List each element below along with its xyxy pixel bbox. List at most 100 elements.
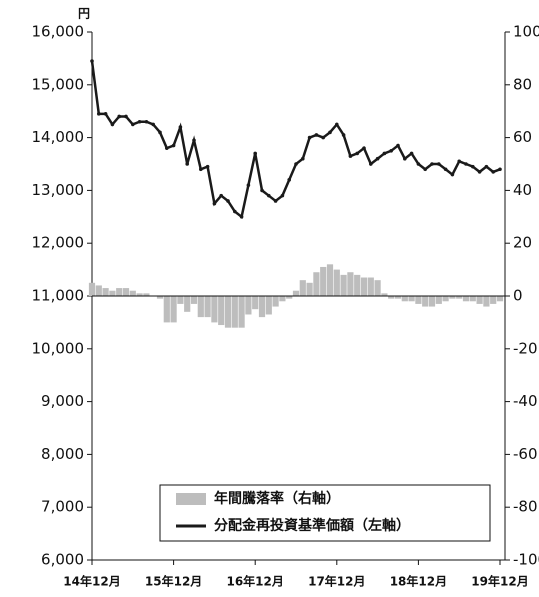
point [382, 151, 387, 156]
bar [333, 269, 340, 296]
point [369, 162, 373, 166]
bar [422, 296, 429, 307]
bar [109, 290, 116, 296]
point [205, 164, 210, 169]
point [246, 183, 251, 187]
point [471, 164, 475, 169]
bar [469, 296, 476, 302]
bar [292, 290, 300, 296]
point [450, 172, 455, 177]
point [212, 201, 217, 206]
bar [360, 277, 368, 296]
bar [462, 296, 470, 302]
point [294, 162, 298, 166]
bar [156, 296, 164, 299]
y2-tick-label: -100 [513, 551, 539, 569]
bar [197, 296, 204, 318]
point [260, 188, 264, 193]
point [144, 119, 149, 124]
line [90, 60, 501, 220]
bar [347, 272, 354, 296]
point [498, 167, 502, 172]
point [416, 162, 421, 166]
bar [88, 282, 96, 296]
bar [320, 266, 327, 296]
x-tick-label: 18年12月 [390, 574, 447, 589]
y2-tick-label: -20 [513, 339, 538, 357]
point [267, 193, 271, 198]
x-tick-label: 15年12月 [145, 574, 202, 589]
point [117, 114, 121, 119]
point [171, 143, 176, 148]
legend-label: 分配金再投資基準価額（左軸） [214, 517, 410, 534]
y2-tick-label: -40 [513, 392, 538, 410]
point [110, 122, 115, 127]
point [185, 162, 189, 166]
bar [170, 296, 177, 323]
point [423, 167, 428, 172]
x-tick-label: 14年12月 [63, 574, 120, 589]
point [321, 135, 326, 140]
y-tick-label: 11,000 [32, 287, 85, 305]
point [328, 130, 332, 135]
bar [224, 296, 232, 328]
point [341, 133, 346, 137]
point [131, 122, 135, 127]
point [280, 193, 285, 198]
bar [326, 264, 334, 296]
y-tick-label: 12,000 [32, 234, 85, 252]
point [335, 122, 339, 127]
bar [456, 296, 463, 299]
bar [163, 296, 170, 323]
point [430, 162, 434, 166]
y-tick-label: 7,000 [41, 498, 84, 516]
point [389, 149, 394, 153]
bar [313, 272, 320, 296]
y2-tick-label: 40 [513, 181, 532, 199]
bar [129, 290, 136, 296]
bar [306, 282, 313, 296]
bar [449, 296, 456, 299]
y-tick-label: 15,000 [32, 75, 85, 93]
bar [374, 280, 381, 296]
bar [299, 280, 306, 296]
bar [231, 296, 238, 328]
bar [428, 296, 436, 307]
y2-tick-label: 80 [513, 75, 532, 93]
point [362, 146, 366, 150]
point [457, 159, 462, 164]
point [375, 156, 380, 161]
point [158, 130, 162, 135]
point [199, 167, 203, 172]
point [273, 199, 278, 203]
bar [279, 296, 286, 302]
x-tick-label: 16年12月 [226, 574, 283, 589]
point [97, 112, 101, 116]
bar [272, 296, 279, 307]
bar [265, 296, 272, 315]
y2-tick-label: -80 [513, 498, 538, 516]
point [239, 215, 244, 219]
bar [435, 296, 442, 304]
point [151, 122, 155, 127]
point [233, 209, 237, 214]
legend-box [159, 484, 491, 542]
point [314, 133, 319, 137]
y-tick-label: 14,000 [32, 128, 85, 146]
bar [415, 296, 422, 304]
bar [143, 293, 150, 296]
legend-swatch [176, 493, 206, 505]
y-tick-label: 6,000 [41, 551, 84, 569]
bar [394, 296, 402, 299]
bar [401, 296, 408, 302]
bar [136, 293, 143, 296]
y-unit: 円 [78, 7, 90, 21]
bar [490, 296, 497, 304]
bar [177, 296, 184, 304]
bar [122, 288, 130, 296]
y-tick-label: 16,000 [32, 23, 85, 41]
point [307, 135, 312, 140]
bar [258, 296, 266, 318]
point [137, 119, 142, 124]
point [355, 151, 360, 156]
